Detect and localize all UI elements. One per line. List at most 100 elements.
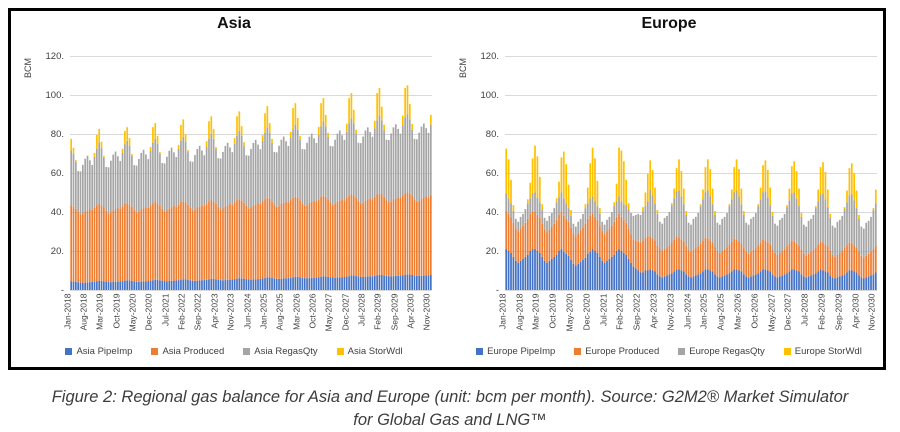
- bar-segment: [555, 219, 558, 255]
- bar-column: [733, 167, 736, 290]
- bar-segment: [663, 276, 666, 290]
- bar-segment: [771, 215, 774, 250]
- bar-segment: [589, 163, 592, 199]
- bar-segment: [824, 244, 827, 272]
- bar-segment: [168, 208, 171, 282]
- bar-column: [420, 126, 423, 290]
- bar-segment: [247, 155, 250, 209]
- bar-segment: [567, 184, 570, 209]
- bar-segment: [212, 129, 215, 139]
- bar-segment: [800, 250, 803, 275]
- bar-segment: [663, 217, 666, 250]
- bar-column: [366, 127, 369, 290]
- bar-segment: [376, 275, 378, 291]
- bar-segment: [745, 222, 748, 252]
- bar-segment: [637, 270, 640, 290]
- bar-segment: [201, 205, 203, 281]
- bar-column: [166, 156, 168, 290]
- bar-segment: [224, 280, 227, 290]
- bar-segment: [505, 193, 508, 212]
- bar-segment: [733, 269, 736, 290]
- bar-segment: [601, 231, 604, 261]
- bar-segment: [661, 277, 664, 290]
- bar-segment: [317, 199, 320, 278]
- bar-segment: [86, 155, 89, 211]
- bar-segment: [519, 216, 522, 229]
- bar-column: [387, 140, 390, 290]
- bar-segment: [418, 200, 420, 276]
- bar-column: [594, 158, 596, 290]
- bar-segment: [680, 239, 683, 271]
- bar-segment: [591, 213, 594, 250]
- bar-column: [687, 222, 690, 290]
- bar-segment: [824, 199, 827, 245]
- bar-segment: [526, 254, 529, 290]
- bar-segment: [838, 276, 841, 290]
- bar-segment: [366, 127, 369, 200]
- bar-segment: [135, 212, 138, 282]
- bar-column: [210, 116, 213, 290]
- bar-segment: [418, 275, 420, 290]
- bar-column: [89, 160, 91, 290]
- bar-segment: [264, 113, 266, 133]
- bar-segment: [406, 192, 409, 275]
- bar-segment: [800, 216, 803, 251]
- bar-segment: [788, 271, 791, 290]
- bar-column: [625, 179, 628, 290]
- bar-segment: [819, 241, 822, 270]
- bar-segment: [233, 138, 236, 144]
- asia-x-tick: Jan-2025: [258, 293, 269, 329]
- bar-segment: [282, 202, 285, 279]
- bar-segment: [699, 206, 702, 244]
- bar-segment: [154, 279, 157, 290]
- bar-segment: [103, 155, 105, 158]
- bar-segment: [697, 274, 700, 290]
- bar-segment: [603, 234, 606, 263]
- bar-segment: [212, 278, 215, 290]
- bar-segment: [138, 281, 140, 290]
- bar-segment: [678, 159, 680, 191]
- bar-segment: [422, 197, 425, 276]
- bar-segment: [766, 242, 769, 271]
- bar-segment: [858, 275, 860, 291]
- bar-column: [730, 189, 733, 290]
- bar-segment: [404, 87, 406, 118]
- bar-column: [180, 125, 182, 290]
- bar-segment: [383, 275, 385, 291]
- bar-segment: [264, 199, 266, 279]
- bar-segment: [373, 196, 376, 276]
- bar-segment: [586, 218, 589, 254]
- bar-segment: [266, 197, 269, 278]
- bar-segment: [738, 196, 740, 242]
- bar-segment: [180, 279, 182, 290]
- bar-segment: [714, 247, 716, 275]
- bar-segment: [264, 132, 266, 200]
- bar-segment: [822, 193, 824, 243]
- bar-segment: [649, 236, 652, 270]
- bar-segment: [702, 199, 704, 241]
- bar-segment: [728, 273, 731, 290]
- bar-segment: [84, 282, 87, 290]
- bar-segment: [212, 138, 215, 202]
- bar-segment: [397, 128, 399, 198]
- bar-segment: [280, 278, 283, 290]
- bar-segment: [408, 103, 411, 120]
- bar-segment: [656, 274, 659, 290]
- bar-segment: [336, 133, 339, 202]
- bar-segment: [177, 204, 180, 281]
- bar-segment: [413, 199, 416, 276]
- bar-column: [320, 103, 322, 290]
- bar-segment: [317, 277, 320, 290]
- bar-segment: [376, 120, 378, 195]
- bar-segment: [584, 208, 587, 224]
- bar-column: [711, 188, 714, 290]
- bar-segment: [152, 280, 154, 290]
- bar-segment: [843, 274, 846, 290]
- bar-segment: [536, 156, 539, 198]
- bar-segment: [331, 204, 334, 278]
- bar-segment: [867, 276, 870, 290]
- bar-segment: [189, 208, 192, 281]
- bar-column: [771, 212, 774, 290]
- bar-column: [96, 134, 98, 290]
- bar-segment: [570, 227, 572, 260]
